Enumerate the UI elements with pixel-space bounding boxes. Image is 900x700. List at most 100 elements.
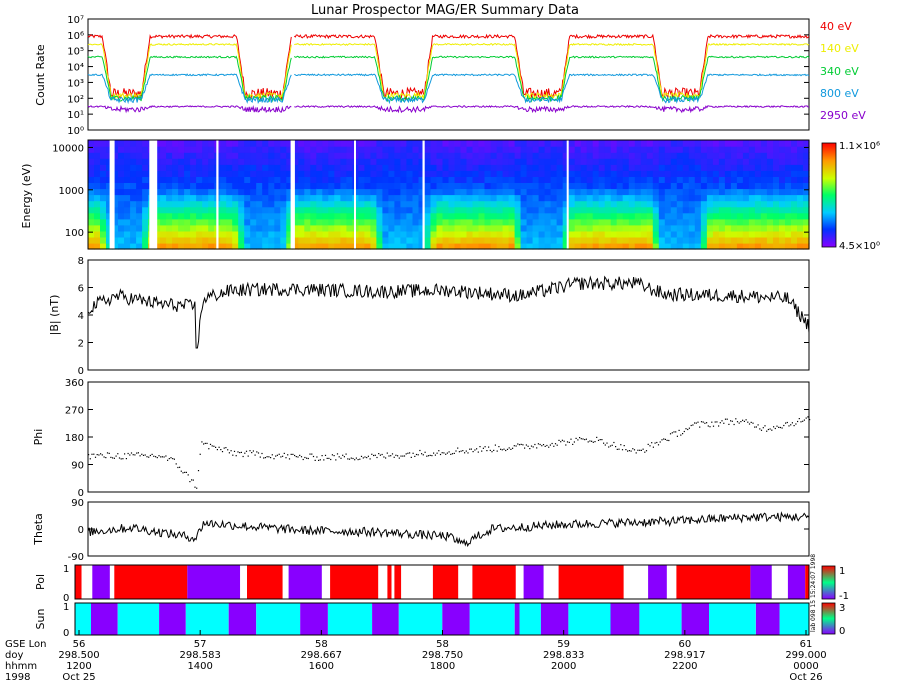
phi-point — [620, 444, 622, 446]
spectrogram-cell — [496, 206, 504, 214]
phi-point — [544, 445, 546, 447]
spectrogram-cell — [604, 182, 612, 190]
spectrogram-cell — [460, 200, 468, 208]
spectrogram-cell — [292, 176, 299, 183]
spectrogram-cell — [586, 158, 594, 165]
spectrogram-cell — [364, 212, 371, 220]
spectrogram-cell — [400, 230, 407, 238]
spectrogram-gap — [290, 140, 295, 249]
spectrogram-cell — [574, 188, 582, 196]
spectrogram-cell — [742, 170, 750, 177]
spectrogram-cell — [538, 212, 546, 220]
spectrogram-cell — [106, 206, 113, 214]
spectrogram-cell — [268, 182, 275, 190]
spectrogram-cell — [370, 176, 377, 183]
spectrogram-cell — [256, 218, 263, 226]
spectrogram-cell — [274, 182, 281, 190]
spectrogram-cell — [502, 146, 510, 153]
phi-point — [448, 451, 450, 453]
b-magnitude-tick-label: 2 — [78, 339, 84, 350]
spectrogram-cell — [694, 230, 702, 238]
spectrogram-cell — [754, 164, 762, 171]
spectrogram-cell — [803, 236, 810, 244]
spectrogram-cell — [328, 158, 335, 165]
phi-point — [803, 419, 805, 421]
spectrogram-cell — [544, 242, 552, 250]
spectrogram-gap — [109, 140, 115, 249]
spectrogram-cell — [172, 140, 179, 147]
spectrogram-cell — [592, 146, 600, 153]
spectrogram-cell — [274, 194, 281, 202]
spectrogram-cell — [803, 230, 810, 238]
sun-segment — [185, 603, 229, 635]
spectrogram-cell — [376, 176, 383, 183]
spectrogram-cell — [244, 200, 251, 208]
spectrogram-cell — [478, 158, 486, 165]
phi-point — [599, 439, 601, 441]
spectrogram-cell — [532, 158, 540, 165]
spectrogram-cell — [376, 182, 383, 190]
spectrogram-cell — [604, 224, 612, 232]
spectrogram-cell — [244, 206, 251, 214]
spectrogram-cell — [484, 212, 492, 220]
spectrogram-cell — [400, 170, 407, 177]
spectrogram-cell — [184, 146, 191, 153]
spectrogram-cell — [676, 188, 684, 196]
spectrogram-cell — [256, 170, 263, 177]
spectrogram-cell — [797, 212, 804, 220]
spectrogram-cell — [292, 188, 299, 196]
spectrogram-cell — [640, 158, 648, 165]
spectrogram-cell — [172, 230, 179, 238]
phi-point — [769, 428, 771, 430]
spectrogram-cell — [472, 218, 480, 226]
spectrogram-cell — [436, 206, 444, 214]
axis-row-label-lon: GSE Lon — [5, 639, 46, 650]
spectrogram-cell — [112, 158, 119, 165]
spectrogram-cell — [310, 140, 317, 147]
spectrogram-cell — [262, 230, 269, 238]
spectrogram-cell — [376, 236, 383, 244]
spectrogram-cell — [364, 146, 371, 153]
phi-point — [464, 452, 466, 454]
spectrogram-cell — [112, 200, 119, 208]
spectrogram-cell — [202, 170, 209, 177]
spectrogram-cell — [490, 224, 498, 232]
spectrogram-cell — [262, 152, 269, 159]
phi-point — [616, 448, 618, 450]
spectrogram-cell — [358, 236, 365, 244]
phi-point — [233, 450, 236, 452]
phi-point — [321, 455, 323, 457]
spectrogram-cell — [454, 218, 462, 226]
spectrogram-cell — [514, 218, 522, 226]
spectrogram-cell — [304, 152, 311, 159]
spectrogram-cell — [298, 212, 305, 220]
spectrogram-cell — [388, 158, 395, 165]
phi-point — [297, 456, 299, 458]
spectrogram-cell — [88, 182, 95, 190]
phi-point — [579, 437, 581, 439]
spectrogram-cell — [454, 188, 462, 196]
spectrogram-cell — [496, 224, 504, 232]
spectrogram-cell — [478, 182, 486, 190]
spectrogram-cell — [94, 200, 101, 208]
spectrogram-cell — [454, 206, 462, 214]
spectrogram-cell — [424, 158, 432, 165]
spectrogram-cell — [244, 164, 251, 171]
phi-point — [91, 453, 93, 455]
spectrogram-cell — [256, 152, 263, 159]
spectrogram-cell — [286, 140, 293, 147]
phi-point — [652, 446, 654, 448]
spectrogram-cell — [640, 206, 648, 214]
spectrogram-cell — [448, 188, 456, 196]
spectrogram-cell — [472, 200, 480, 208]
spectrogram-cell — [106, 200, 113, 208]
phi-point — [764, 425, 766, 427]
phi-point — [664, 438, 666, 440]
spectrogram-cell — [232, 224, 239, 232]
spectrogram-cell — [328, 224, 335, 232]
spectrogram-cell — [286, 164, 293, 171]
spectrogram-gap — [149, 140, 158, 249]
spectrogram-cell — [646, 164, 654, 171]
spectrogram-cell — [370, 164, 377, 171]
spectrogram-cell — [304, 164, 311, 171]
